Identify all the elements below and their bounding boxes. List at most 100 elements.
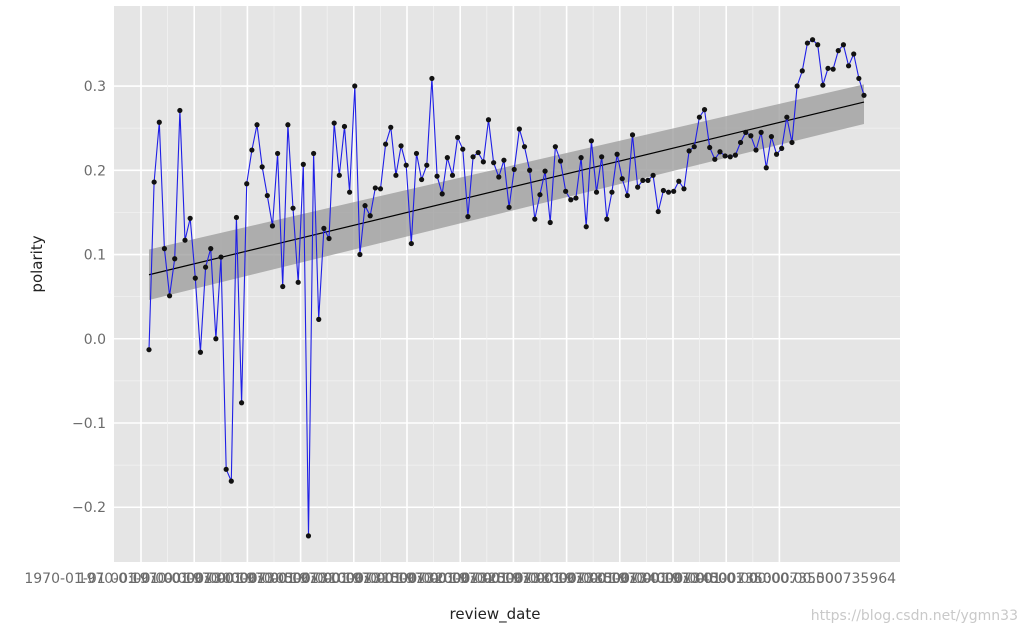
data-point [455, 134, 461, 141]
x-tick-label: 1970-01-01 00:00:00.000735500 [610, 571, 843, 587]
x-tick-label: 1970-01-01 00:00:00.000733500 [397, 571, 630, 587]
data-point [655, 208, 661, 215]
data-point [439, 191, 445, 197]
data-point [629, 132, 636, 138]
data-point [640, 177, 646, 183]
watermark: https://blog.csdn.net/ygmn33 [810, 608, 1018, 624]
data-point [305, 533, 312, 539]
data-point [614, 151, 620, 157]
data-point [341, 123, 348, 130]
y-tick-label: 0.1 [84, 248, 106, 264]
data-point [768, 133, 775, 140]
data-point [794, 83, 800, 89]
data-point [151, 179, 157, 185]
data-point [249, 147, 255, 153]
x-tick-label: 1970-01-01 00:00:00.000730000 [24, 571, 257, 587]
x-tick-label: 1970-01-01 00:00:00.000735964 [663, 571, 896, 587]
data-point [779, 145, 785, 151]
data-point [660, 187, 666, 194]
data-point [557, 158, 564, 164]
data-point [238, 400, 245, 406]
data-point [424, 162, 430, 168]
data-point [172, 256, 178, 262]
data-point [506, 204, 512, 210]
data-point [568, 197, 574, 203]
data-point [213, 336, 219, 342]
data-point [156, 119, 162, 125]
data-point [712, 156, 718, 162]
data-point [259, 164, 265, 170]
data-point [856, 75, 862, 82]
data-point [429, 75, 435, 82]
x-tick-label: 1970-01-01 00:00:00.000731000 [131, 571, 364, 587]
data-point [681, 186, 687, 192]
data-point [383, 141, 389, 147]
data-point [491, 160, 497, 166]
data-point [393, 172, 399, 178]
data-point [434, 173, 440, 179]
data-point [475, 149, 481, 156]
data-point [444, 155, 450, 161]
data-point [403, 162, 409, 168]
data-point [311, 150, 317, 157]
data-point [264, 192, 270, 199]
data-point [593, 189, 600, 195]
data-point [233, 214, 240, 221]
data-point [316, 316, 322, 322]
data-point [146, 347, 152, 353]
data-point [398, 143, 404, 149]
data-point [244, 181, 250, 187]
y-tick-label: 0.0 [84, 332, 106, 348]
data-point [665, 189, 672, 195]
data-point [290, 205, 296, 211]
data-point [717, 149, 723, 155]
data-point [527, 167, 533, 173]
data-point [218, 254, 224, 260]
data-point [511, 166, 517, 173]
data-point [357, 251, 363, 258]
data-point [465, 214, 471, 220]
data-point [352, 83, 358, 89]
confidence-band [149, 84, 864, 301]
data-point [367, 213, 373, 219]
data-point [732, 152, 739, 158]
data-point [840, 42, 847, 48]
x-tick-labels: 1970-01-01 00:00:00.0007300001970-01-01 … [24, 571, 896, 587]
data-point [727, 154, 733, 160]
x-tick-label: 1970-01-01 00:00:00.000735000 [556, 571, 789, 587]
x-tick-label: 1970-01-01 00:00:00.000732500 [290, 571, 523, 587]
data-point [388, 124, 394, 130]
data-point [197, 349, 204, 355]
data-point [815, 42, 821, 48]
data-point [845, 63, 852, 69]
data-point [624, 192, 630, 199]
data-point [758, 129, 764, 135]
plot-panel [114, 6, 900, 562]
data-point [300, 161, 306, 167]
data-point [480, 159, 486, 165]
data-point [419, 176, 425, 183]
y-tick-labels: −0.2 −0.1 0.0 0.1 0.2 0.3 [72, 79, 106, 516]
data-point [799, 68, 805, 74]
data-point [599, 154, 605, 160]
x-tick-label: 1970-01-01 00:00:00.000733000 [344, 571, 577, 587]
data-point [707, 144, 713, 151]
data-point [449, 172, 456, 178]
data-point [547, 219, 553, 226]
y-axis-title: polarity [28, 235, 46, 292]
data-point [166, 293, 173, 299]
data-points [146, 37, 867, 539]
data-point [645, 177, 651, 183]
data-point [177, 107, 183, 114]
data-point [753, 147, 759, 153]
data-point [830, 66, 836, 72]
data-point [274, 150, 281, 157]
data-point [485, 117, 492, 123]
data-point [161, 246, 168, 252]
data-point [372, 185, 378, 191]
data-point [460, 146, 466, 152]
data-point [321, 225, 327, 231]
data-point [722, 153, 728, 159]
data-point [228, 478, 234, 484]
